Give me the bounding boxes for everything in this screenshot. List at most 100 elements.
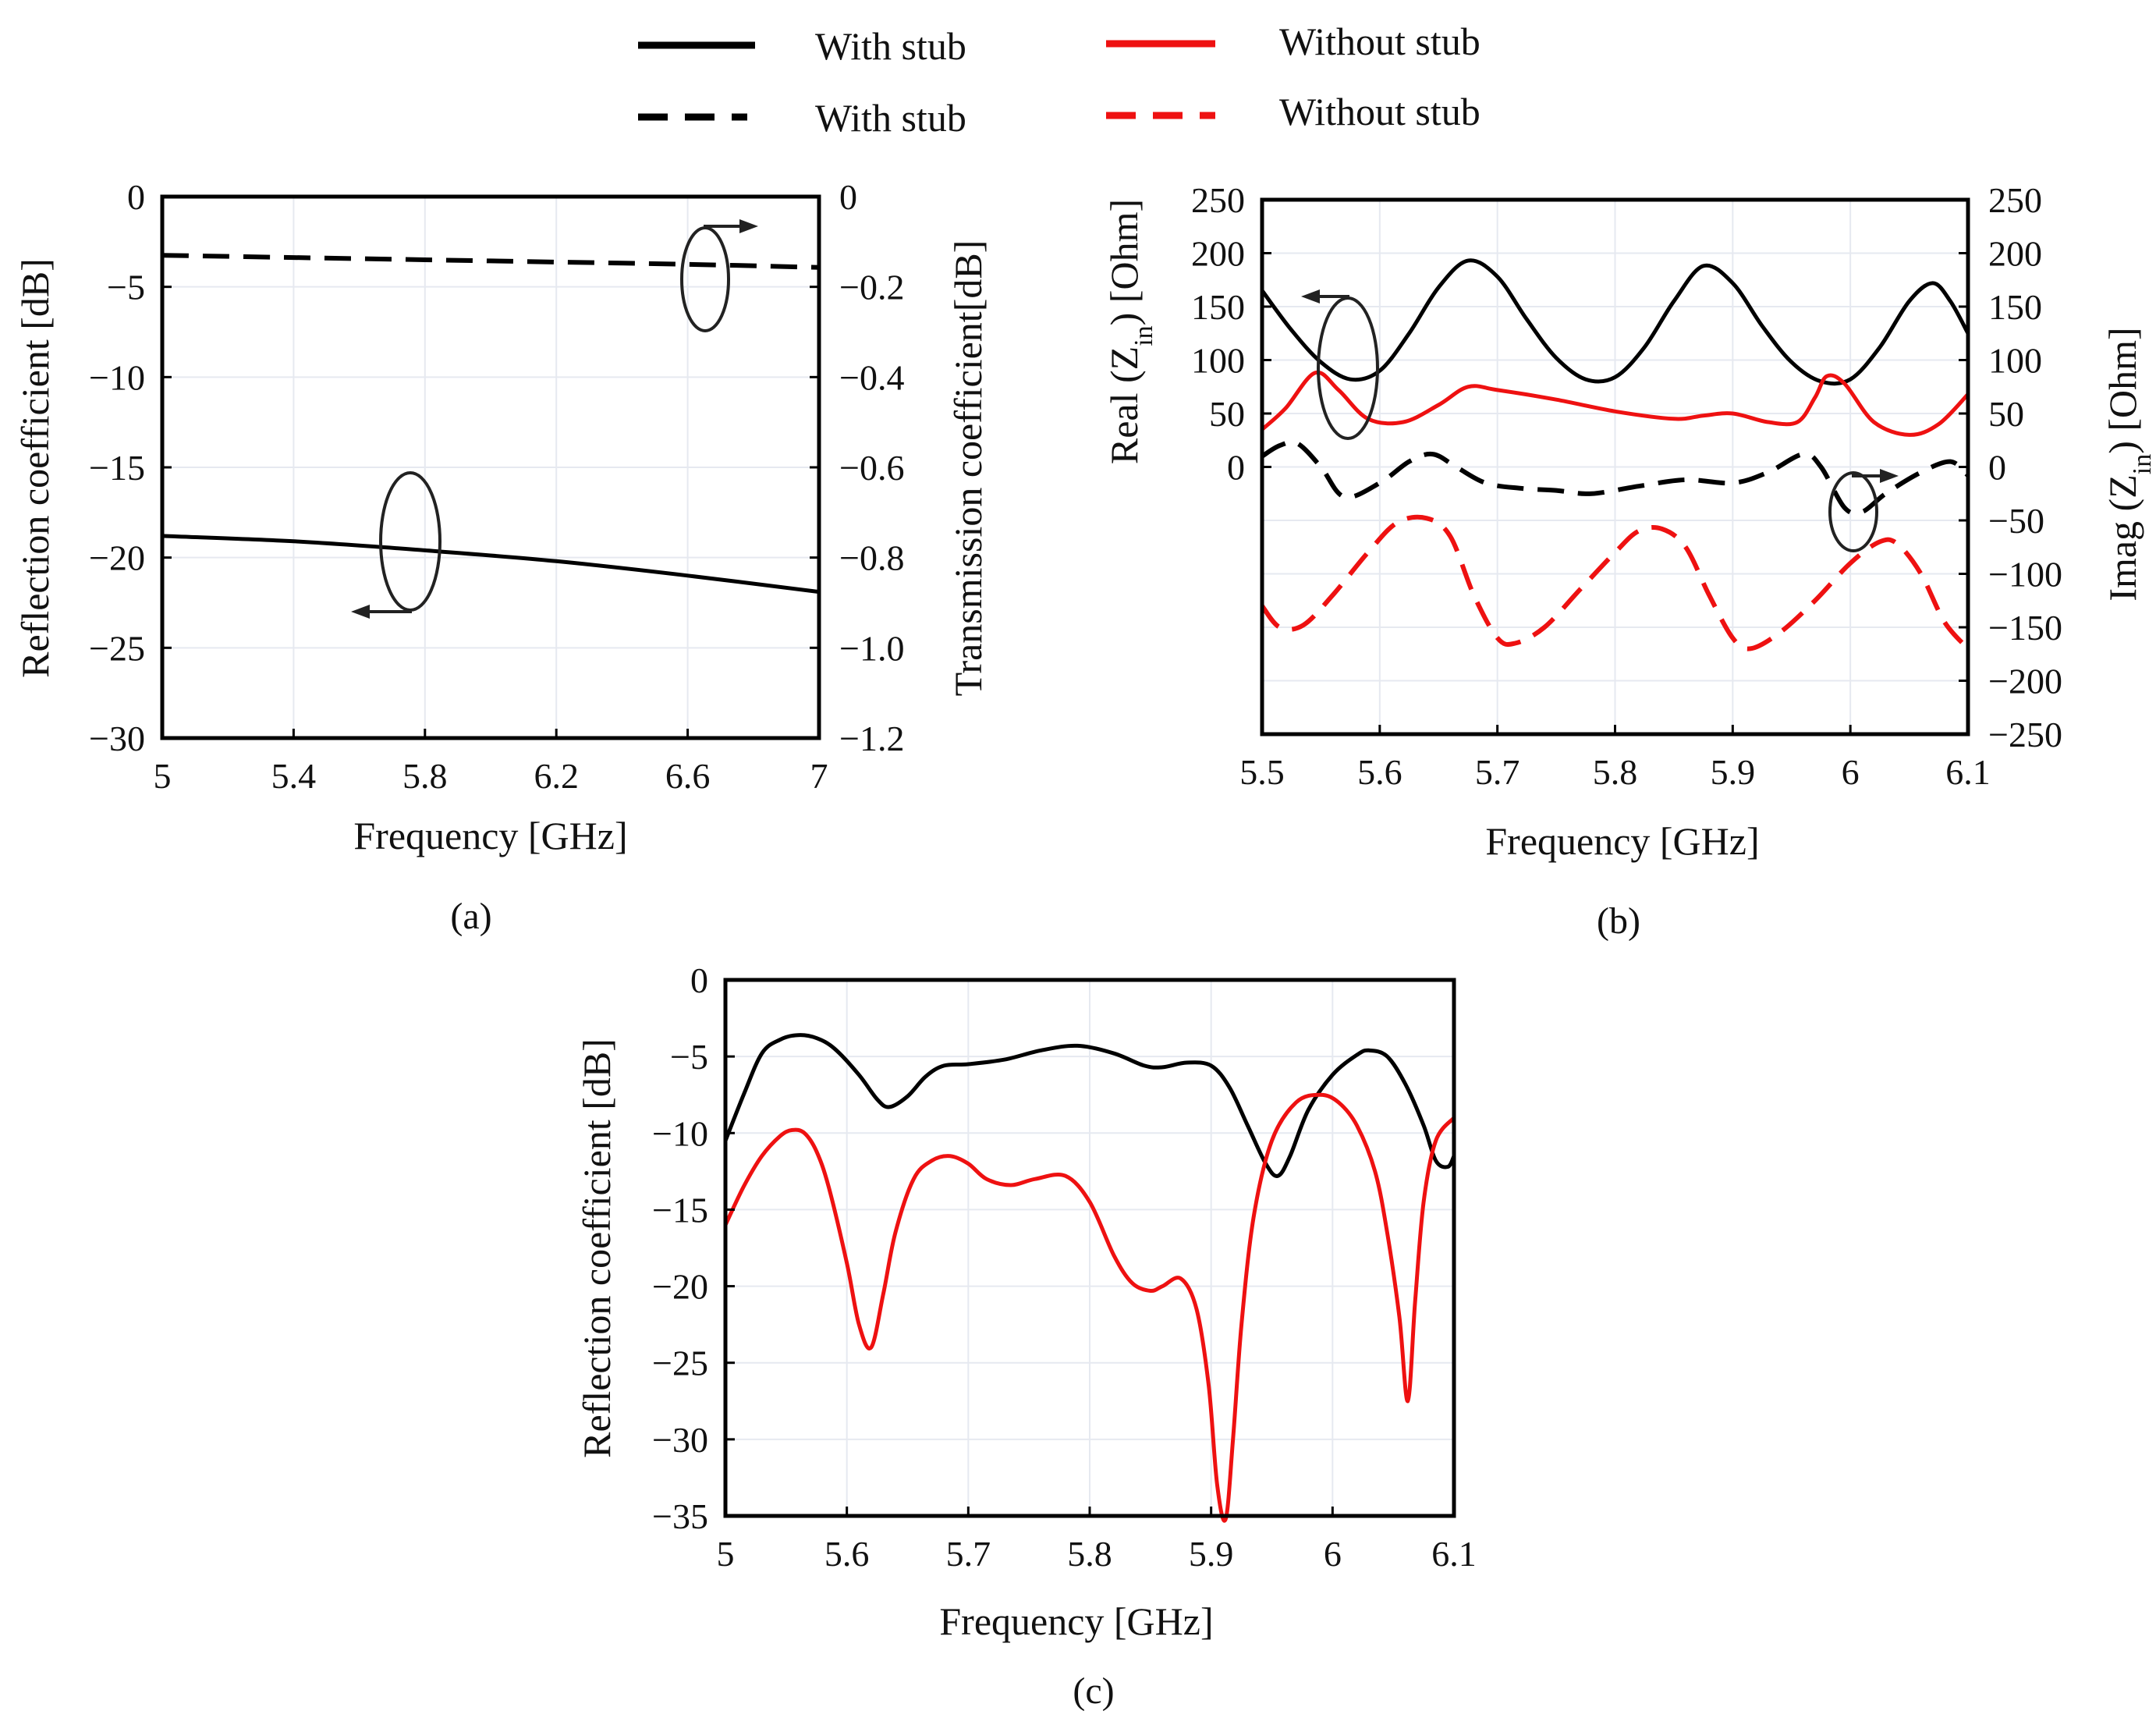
x-tick-label: 5.9: [1711, 752, 1756, 792]
x-tick-label: 5.7: [1475, 752, 1520, 792]
series-line-b-2: [1261, 439, 1970, 516]
panel-b-ylabel-right-post: ) [Ohm]: [2101, 327, 2144, 453]
x-tick-label: 5: [154, 756, 172, 796]
series-line-a-0: [161, 534, 820, 595]
y-tick-label-left: 150: [1191, 287, 1245, 327]
y-tick-label-right: −0.2: [839, 268, 904, 307]
y-tick-label-left: −5: [670, 1037, 708, 1077]
legend-label-with-stub-solid: With stub: [815, 24, 966, 68]
panel-a-ylabel-right: Transmission coefficient[dB]: [946, 240, 990, 697]
series-line-b-3: [1260, 514, 1970, 651]
y-tick-label-right: −0.4: [839, 357, 904, 397]
x-tick-label: 5.6: [824, 1534, 870, 1574]
panel-b-ylabel-left-pre: Real (Z: [1102, 346, 1146, 464]
x-tick-label: 5.6: [1357, 752, 1402, 792]
y-tick-label-left: −30: [652, 1420, 708, 1460]
y-tick-label-left: −25: [652, 1343, 708, 1383]
panel-b-ylabel-right-pre: Imag (Z: [2101, 474, 2144, 601]
y-tick-label-left: 250: [1191, 180, 1245, 220]
series-line-b-1: [1261, 370, 1970, 437]
x-tick-label: 5.7: [946, 1534, 991, 1574]
panel-c-caption: (c): [1073, 1670, 1114, 1712]
y-tick-label-left: −30: [89, 719, 145, 758]
y-tick-label-left: −10: [652, 1113, 708, 1153]
x-tick-label: 5: [717, 1534, 735, 1574]
x-tick-label: 6.2: [534, 756, 579, 796]
y-tick-label-right: −50: [1988, 501, 2044, 541]
panel-c-xlabel: Frequency [GHz]: [939, 1599, 1213, 1643]
x-tick-label: 5.9: [1189, 1534, 1234, 1574]
y-tick-label-right: −0.6: [839, 448, 904, 488]
panel-a-caption: (a): [450, 896, 491, 937]
panel-b-annotation-arrow-left: [1312, 295, 1349, 298]
panel-a-arrowhead-right: [739, 219, 758, 233]
panel-a-annotation-ellipse-left: [379, 471, 441, 612]
x-tick-label: 5.8: [402, 756, 448, 796]
legend: With stub Without stub With stub Without…: [638, 20, 1480, 140]
panel-c-series: [723, 1033, 1456, 1523]
y-tick-label-right: −0.8: [839, 538, 904, 578]
panel-a-xlabel: Frequency [GHz]: [353, 814, 627, 857]
y-tick-label-left: 0: [127, 177, 145, 217]
series-line-a-1: [161, 253, 820, 270]
legend-label-with-stub-dashed: With stub: [815, 96, 966, 140]
panel-a-arrowhead-left: [351, 605, 370, 619]
y-tick-label-right: −250: [1988, 715, 2062, 754]
y-tick-label-left: −35: [652, 1496, 708, 1536]
x-tick-label: 5.8: [1067, 1534, 1112, 1574]
y-tick-label-right: 200: [1988, 234, 2042, 274]
y-tick-label-right: −200: [1988, 662, 2062, 701]
panel-a-annotation-arrow-right: [704, 225, 747, 228]
y-tick-label-right: 0: [1988, 448, 2006, 488]
panel-b-series: [1260, 258, 1970, 651]
x-tick-label: 6: [1324, 1534, 1342, 1574]
y-tick-label-left: 200: [1191, 234, 1245, 274]
panel-b-annotation-arrow-right: [1852, 473, 1888, 477]
y-tick-label-left: 0: [1227, 448, 1245, 488]
panel-b-ylabel-right: Imag (Zin) [Ohm]: [2101, 327, 2156, 601]
panel-b-ylabel-left-post: ) [Ohm]: [1102, 199, 1146, 325]
x-tick-label: 6.1: [1431, 1534, 1477, 1574]
y-tick-label-right: −1.0: [839, 628, 904, 668]
panel-a-grid: [162, 197, 819, 738]
y-tick-label-right: −1.2: [839, 719, 904, 758]
y-tick-label-left: −5: [107, 268, 145, 307]
panel-b-grid: [1262, 200, 1968, 734]
y-tick-label-right: 100: [1988, 341, 2042, 381]
panel-b-ylabel-right-sub: in: [2128, 454, 2156, 474]
panel-b-xlabel: Frequency [GHz]: [1485, 819, 1759, 863]
panel-a-ticks: 5 5.4 5.8 6.2 6.6 7 0 −5 −10 −15 −20 −25 −30 0 −0.2 −0.…: [89, 177, 904, 796]
series-line-b-0: [1260, 258, 1970, 386]
panel-c-grid: [725, 980, 1454, 1516]
y-tick-label-left: 50: [1209, 394, 1245, 434]
panel-c: 5 5.6 5.7 5.8 5.9 6 6.1 0 −5 −10 −15 −20 −25 −30 −35 F…: [575, 960, 1477, 1712]
y-tick-label-left: 0: [690, 960, 708, 1000]
x-tick-label: 5.8: [1593, 752, 1638, 792]
y-tick-label-left: −20: [89, 538, 145, 578]
x-tick-label: 5.4: [271, 756, 317, 796]
y-tick-label-right: −150: [1988, 608, 2062, 648]
x-tick-label: 6.1: [1945, 752, 1991, 792]
y-tick-label-left: −25: [89, 628, 145, 668]
y-tick-label-right: 150: [1988, 287, 2042, 327]
y-tick-label-right: −100: [1988, 555, 2062, 595]
panel-a-ylabel-left: Reflection coefficient [dB]: [13, 258, 57, 678]
y-tick-label-left: −15: [89, 448, 145, 488]
x-tick-label: 6.6: [665, 756, 711, 796]
panel-c-ticks: 5 5.6 5.7 5.8 5.9 6 6.1 0 −5 −10 −15 −20 −25 −30 −35: [652, 960, 1477, 1574]
y-tick-label-left: −15: [652, 1190, 708, 1230]
y-tick-label-left: −10: [89, 357, 145, 397]
panel-b-arrowhead-left: [1301, 289, 1320, 303]
panel-b-ylabel-left-sub: in: [1129, 325, 1158, 346]
x-tick-label: 7: [810, 756, 828, 796]
y-tick-label-left: −20: [652, 1267, 708, 1307]
y-tick-label-right: 50: [1988, 394, 2024, 434]
x-tick-label: 6: [1842, 752, 1860, 792]
y-tick-label-left: 100: [1191, 341, 1245, 381]
panel-a-annotation-arrow-left: [360, 610, 412, 613]
panel-a-series: [161, 253, 820, 595]
panel-a: 5 5.4 5.8 6.2 6.6 7 0 −5 −10 −15 −20 −25 −30 0 −0.2 −0.…: [13, 177, 990, 937]
y-tick-label-right: 250: [1988, 180, 2042, 220]
panel-b-ticks: 5.5 5.6 5.7 5.8 5.9 6 6.1 250 200 150 100 50 0 250 200…: [1191, 180, 2062, 792]
